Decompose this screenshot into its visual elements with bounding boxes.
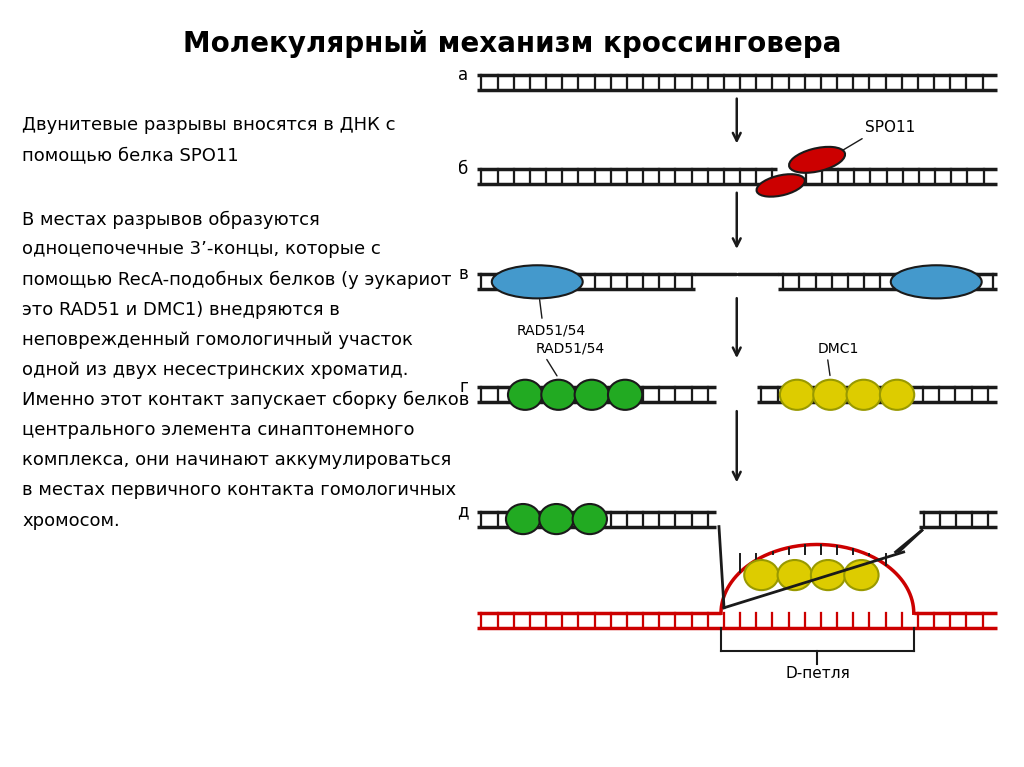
Text: SPO11: SPO11 xyxy=(864,120,914,135)
Text: RAD51/54: RAD51/54 xyxy=(536,341,604,356)
Text: Молекулярный механизм кроссинговера: Молекулярный механизм кроссинговера xyxy=(183,30,841,58)
Text: В местах разрывов образуются: В местах разрывов образуются xyxy=(23,210,319,229)
Text: Именно этот контакт запускает сборку белков: Именно этот контакт запускает сборку бел… xyxy=(23,391,469,410)
Text: RAD51/54: RAD51/54 xyxy=(517,323,586,337)
Ellipse shape xyxy=(847,380,881,410)
Text: центрального элемента синаптонемного: центрального элемента синаптонемного xyxy=(23,421,415,439)
Text: помощью белка SPO11: помощью белка SPO11 xyxy=(23,146,239,164)
Text: помощью RecA-подобных белков (у эукариот: помощью RecA-подобных белков (у эукариот xyxy=(23,271,452,289)
Ellipse shape xyxy=(492,265,583,298)
Text: одной из двух несестринских хроматид.: одной из двух несестринских хроматид. xyxy=(23,361,409,379)
Ellipse shape xyxy=(608,380,642,410)
Text: неповрежденный гомологичный участок: неповрежденный гомологичный участок xyxy=(23,331,413,349)
Text: хромосом.: хромосом. xyxy=(23,512,120,529)
Ellipse shape xyxy=(880,380,914,410)
Ellipse shape xyxy=(777,560,812,590)
Ellipse shape xyxy=(891,265,982,298)
Ellipse shape xyxy=(844,560,879,590)
Ellipse shape xyxy=(790,146,845,173)
Text: Двунитевые разрывы вносятся в ДНК с: Двунитевые разрывы вносятся в ДНК с xyxy=(23,116,395,134)
Ellipse shape xyxy=(574,380,609,410)
Text: одноцепочечные 3’-концы, которые с: одноцепочечные 3’-концы, которые с xyxy=(23,240,381,258)
Text: г: г xyxy=(460,378,469,397)
Text: б: б xyxy=(459,160,469,178)
Text: комплекса, они начинают аккумулироваться: комплекса, они начинают аккумулироваться xyxy=(23,451,452,469)
Ellipse shape xyxy=(572,504,607,534)
Ellipse shape xyxy=(540,504,573,534)
Ellipse shape xyxy=(811,560,845,590)
Ellipse shape xyxy=(813,380,848,410)
Text: DMC1: DMC1 xyxy=(817,341,859,356)
Ellipse shape xyxy=(542,380,575,410)
Ellipse shape xyxy=(780,380,814,410)
Text: в: в xyxy=(459,265,469,283)
Text: это RAD51 и DMC1) внедряются в: это RAD51 и DMC1) внедряются в xyxy=(23,301,340,318)
Ellipse shape xyxy=(744,560,778,590)
Text: а: а xyxy=(459,66,469,84)
Ellipse shape xyxy=(757,174,805,196)
Ellipse shape xyxy=(506,504,541,534)
Text: D-петля: D-петля xyxy=(785,666,850,681)
Text: д: д xyxy=(457,502,469,521)
Text: в местах первичного контакта гомологичных: в местах первичного контакта гомологичны… xyxy=(23,482,457,499)
Ellipse shape xyxy=(508,380,543,410)
